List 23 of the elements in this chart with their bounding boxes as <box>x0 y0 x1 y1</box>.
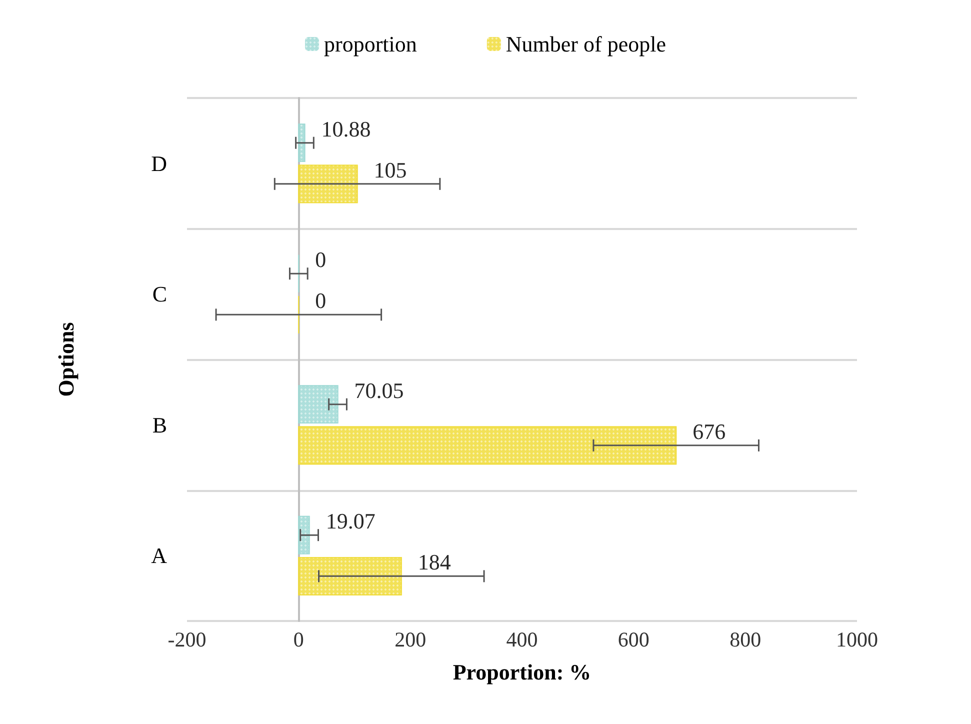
data-label: 105 <box>374 157 407 182</box>
y-tick-label: A <box>151 543 168 568</box>
data-label: 676 <box>692 418 726 444</box>
data-label: 10.88 <box>321 116 371 142</box>
x-tick-label: -200 <box>168 628 206 652</box>
y-tick-label: D <box>151 150 167 176</box>
x-tick-label: 1000 <box>836 628 878 652</box>
data-label: 184 <box>418 550 451 575</box>
legend-label: proportion <box>324 32 417 56</box>
y-axis-title: Options <box>54 322 78 397</box>
data-label: 70.05 <box>354 378 404 403</box>
x-tick-label: 400 <box>506 628 538 652</box>
legend-label: Number of people <box>506 32 666 56</box>
data-label: 0 <box>315 247 326 272</box>
data-label: 0 <box>315 288 326 314</box>
y-tick-label: C <box>152 282 167 307</box>
y-tick-label: B <box>152 412 167 438</box>
data-label: 19.07 <box>326 508 376 534</box>
x-tick-label: 600 <box>618 628 650 652</box>
x-tick-label: 800 <box>730 628 762 652</box>
x-axis-title: Proportion: % <box>452 660 592 684</box>
x-tick-label: 200 <box>394 628 426 652</box>
x-tick-label: 0 <box>293 628 304 652</box>
